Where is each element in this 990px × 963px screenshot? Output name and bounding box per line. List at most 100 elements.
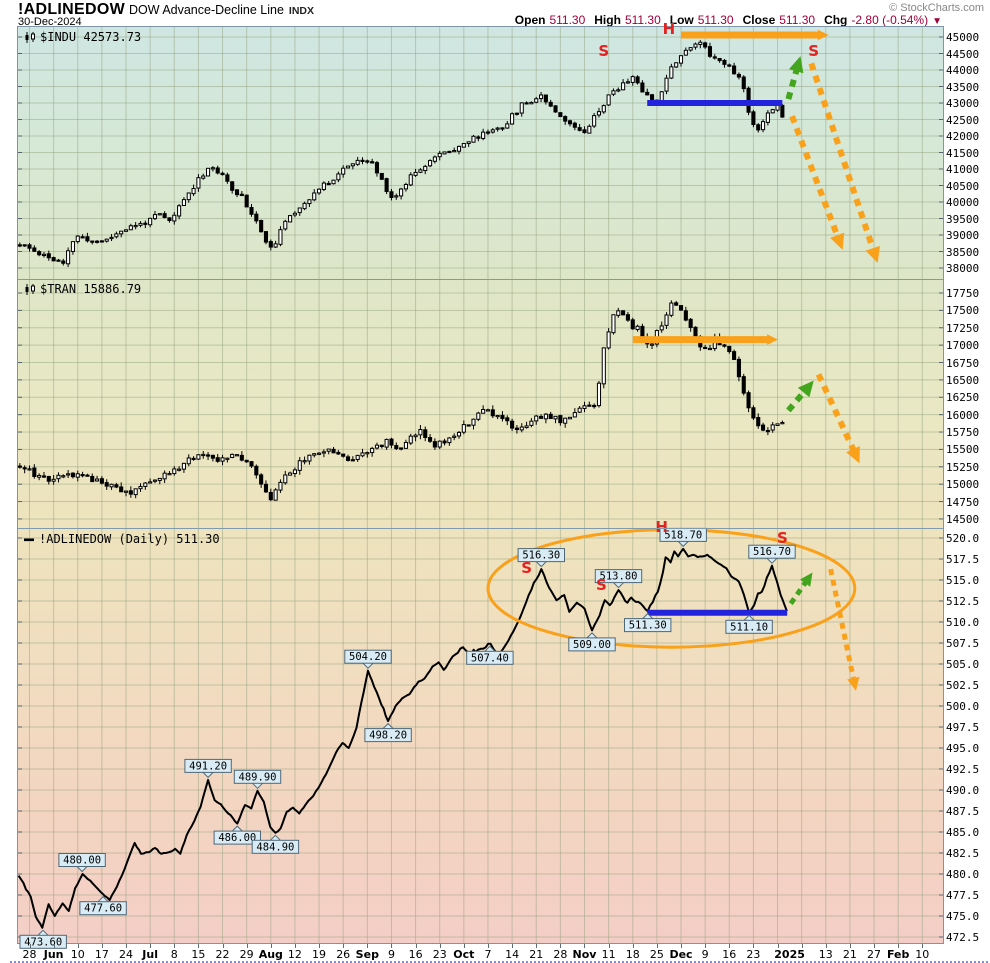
y-axis-label: 492.5 [946, 763, 980, 776]
x-axis-tick [681, 944, 682, 948]
x-axis-tick [343, 944, 345, 948]
low-label: Low [669, 13, 694, 27]
x-axis-tick [391, 944, 393, 948]
y-axis-label: 502.5 [946, 679, 980, 692]
adline-panel-title: !ADLINEDOW (Daily) 511.30 [39, 532, 220, 546]
x-axis-tick [319, 944, 321, 948]
head-shoulders-letter: H [663, 20, 676, 38]
y-axis-label: 482.5 [946, 847, 980, 860]
head-shoulders-letter: H [655, 518, 668, 536]
x-axis-tick [246, 944, 248, 948]
head-shoulders-letter: S [598, 42, 609, 60]
x-axis-tick [463, 944, 465, 948]
price-callout: 516.30 [517, 548, 566, 568]
x-axis-tick [753, 944, 755, 948]
y-axis-label: 500.0 [946, 700, 980, 713]
svg-text:484.90: 484.90 [256, 841, 294, 853]
x-axis-label: 7 [484, 948, 492, 961]
y-axis-label: 497.5 [946, 721, 980, 734]
y-axis-label: 44500 [946, 47, 980, 61]
svg-text:509.00: 509.00 [573, 639, 611, 651]
x-axis-label: 10 [915, 948, 930, 961]
y-axis-label: 42500 [946, 113, 980, 127]
head-shoulders-letter: S [596, 576, 607, 594]
x-axis-label: Dec [669, 948, 693, 961]
price-callout: 511.10 [725, 614, 773, 634]
panel-separator [18, 528, 943, 529]
x-axis-label: Jul [142, 948, 158, 961]
indu-chart: S H S [17, 20, 943, 279]
svg-text:516.70: 516.70 [753, 546, 791, 558]
price-callout: 498.20 [364, 722, 412, 743]
x-axis-label: 16 [722, 948, 737, 961]
x-axis-label: Sep [355, 948, 379, 961]
svg-text:480.00: 480.00 [63, 855, 101, 867]
x-axis-label: 25 [649, 948, 664, 961]
x-axis-tick [898, 944, 900, 948]
price-callout: 516.70 [748, 544, 796, 564]
y-axis-label: 517.5 [946, 553, 980, 566]
close-value: 511.30 [779, 13, 816, 27]
y-axis-label: 40500 [946, 179, 980, 193]
svg-text:518.70: 518.70 [664, 529, 702, 541]
y-axis-label: 41500 [946, 146, 980, 160]
y-axis-label: 14500 [946, 512, 980, 526]
x-axis-tick [632, 944, 634, 948]
svg-text:477.60: 477.60 [84, 903, 122, 915]
y-axis-label: 14750 [946, 495, 980, 509]
price-callout: 518.70 [659, 527, 707, 548]
y-axis-label: 17500 [946, 304, 980, 318]
svg-text:491.20: 491.20 [189, 760, 227, 772]
candlestick-icon [25, 31, 35, 43]
price-callout: 511.30 [624, 612, 672, 633]
y-axis-label: 16750 [946, 356, 980, 370]
adline-chart: 473.60 480.00 477.60 491.20 486.00 489.90 484.… [17, 518, 943, 949]
price-callout: 491.20 [184, 758, 232, 779]
x-axis-tick [729, 944, 731, 948]
y-axis-label: 490.0 [946, 784, 980, 797]
x-axis-label: 27 [867, 948, 882, 961]
x-axis-label: 26 [336, 948, 351, 961]
x-axis-tick [801, 944, 803, 948]
y-axis-label: 44000 [946, 64, 980, 77]
chg-dropdown-icon[interactable]: ▼ [932, 16, 942, 27]
candlestick-icon [25, 283, 35, 295]
x-axis-label: 15 [191, 948, 206, 961]
price-callout: 509.00 [568, 632, 616, 652]
svg-text:516.30: 516.30 [522, 550, 560, 562]
y-axis-label: 15750 [946, 426, 980, 440]
y-axis-label: 43500 [946, 80, 980, 94]
y-axis-label: 40000 [946, 196, 980, 209]
tran-panel-title: $TRAN 15886.79 [40, 282, 142, 296]
x-axis-label: 21 [842, 948, 857, 961]
x-axis-tick [825, 944, 827, 948]
x-axis-label: 21 [529, 948, 544, 961]
x-axis-tick [367, 944, 369, 948]
x-axis-tick [222, 944, 224, 948]
y-axis-label: 16250 [946, 391, 980, 405]
x-axis-label: 18 [625, 948, 640, 961]
x-axis-tick [584, 944, 586, 948]
price-callout: 473.60 [19, 929, 67, 949]
tran-chart [17, 279, 943, 528]
close-label: Close [742, 13, 776, 27]
x-axis-label: 14 [505, 948, 520, 961]
low-value: 511.30 [697, 13, 734, 27]
chg-value: -2.80 (-0.54%) [851, 13, 929, 27]
chart-date: 30-Dec-2024 [18, 16, 82, 28]
x-axis-tick [705, 944, 707, 948]
y-axis-label: 495.0 [946, 742, 980, 755]
x-axis-label: 24 [119, 948, 134, 961]
price-callout: 504.20 [344, 649, 392, 669]
x-axis-tick [560, 944, 562, 948]
y-axis-label: 16000 [946, 408, 980, 422]
y-axis-label: 505.0 [946, 658, 980, 671]
x-axis-label: 2025 [774, 948, 805, 961]
y-axis-label: 39500 [946, 212, 980, 226]
price-callout: 486.00 [213, 825, 262, 845]
y-axis-label: 475.0 [946, 910, 980, 923]
high-label: High [594, 13, 621, 27]
svg-text:511.10: 511.10 [730, 621, 768, 633]
y-axis-label: 515.0 [946, 574, 980, 587]
x-axis-tick [874, 944, 876, 948]
